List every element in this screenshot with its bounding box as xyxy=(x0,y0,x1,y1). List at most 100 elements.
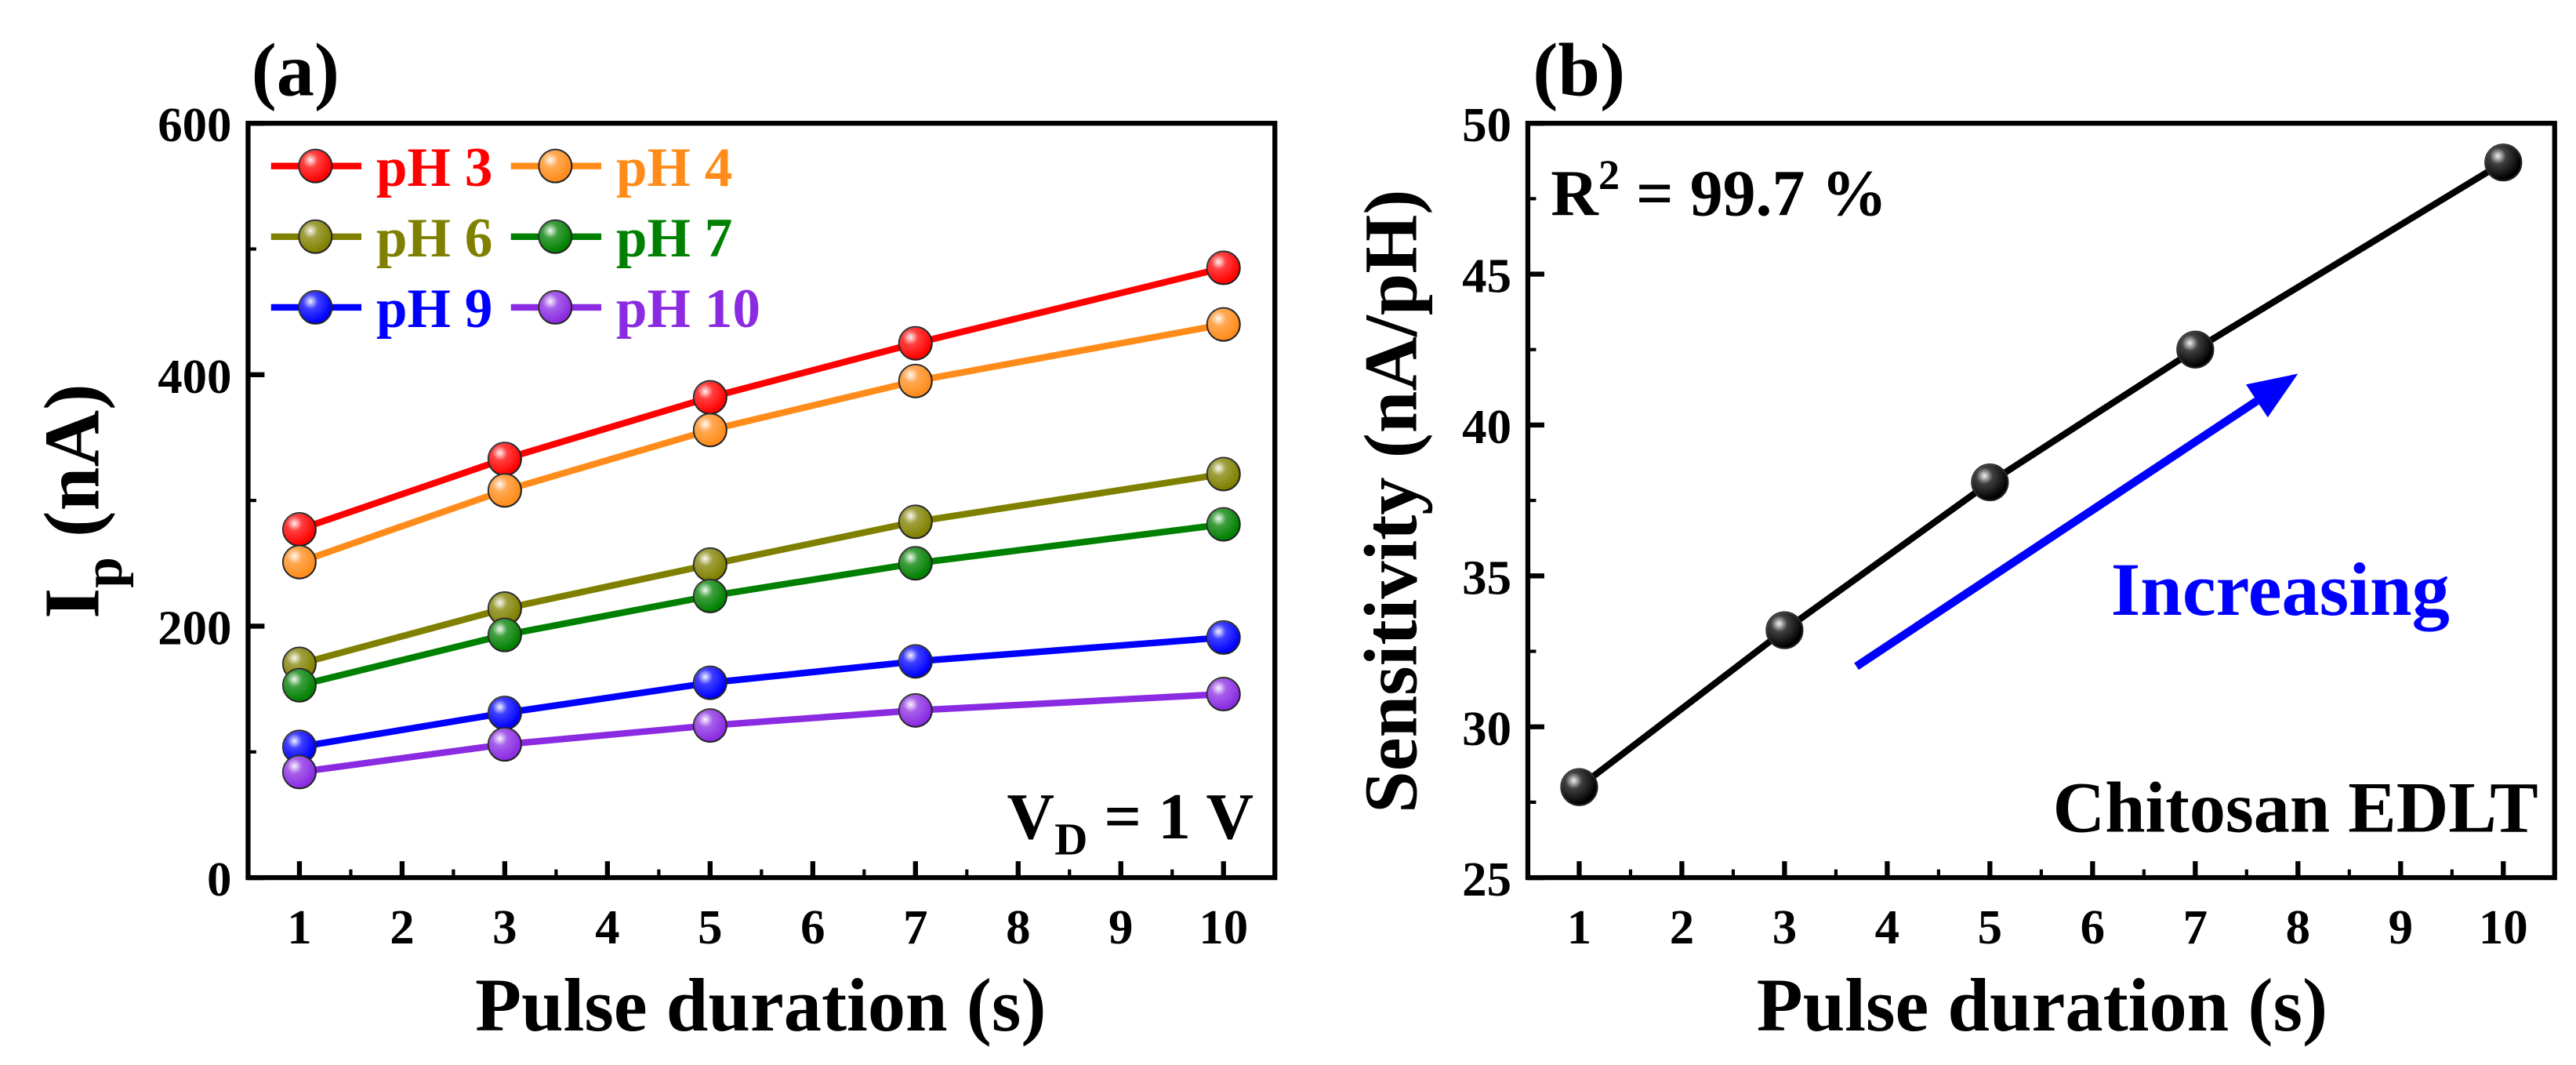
panel-b-label: (b) xyxy=(1533,28,1625,112)
series-line-ph-10 xyxy=(299,690,1224,776)
point-ph-4-x1-highlight xyxy=(282,545,316,579)
point-ph-7-x7-highlight xyxy=(898,547,932,580)
x-tick-label-b-8: 8 xyxy=(2286,900,2310,954)
y-tick-label-a-200: 200 xyxy=(158,601,231,656)
x-tick-label-a-6: 6 xyxy=(800,900,825,954)
legend-ph-6-label: pH 6 xyxy=(376,208,492,269)
x-tick-label-a-10: 10 xyxy=(1199,900,1248,954)
point-ph-7-x5-highlight xyxy=(693,580,727,612)
x-axis-label-b: Pulse duration (s) xyxy=(1757,963,2327,1047)
y-axis-label-a-sub: p xyxy=(73,557,134,588)
x-tick-label-b-7: 7 xyxy=(2183,900,2208,954)
point-ph-7-x1 xyxy=(281,667,317,703)
point-ph-9-x7 xyxy=(898,644,933,679)
point-ph-10-x1-highlight xyxy=(282,755,316,789)
series-line-ph-7 xyxy=(298,521,1225,689)
point-ph-4-x5-highlight xyxy=(693,413,727,447)
point-ph-6-x5 xyxy=(692,547,727,582)
point-ph-3-x3 xyxy=(487,442,522,477)
legend-ph-10-label: pH 10 xyxy=(616,278,760,340)
r2-annotation-main: R xyxy=(1551,158,1599,231)
series-line-ph-6 xyxy=(298,471,1225,667)
point-ph-7-x3 xyxy=(487,617,522,652)
x-tick-label-b-2: 2 xyxy=(1670,900,1694,954)
point-ph-10-x5-highlight xyxy=(693,709,727,743)
r2-annotation-sup: 2 xyxy=(1598,151,1620,198)
point-ph-10-x10-highlight xyxy=(1206,678,1240,711)
y-tick-label-a-600: 600 xyxy=(158,97,231,152)
legend-ph-4-marker xyxy=(538,148,573,184)
plot-a-frame xyxy=(245,121,1278,881)
point-ph-10-x5 xyxy=(692,708,727,743)
legend-ph-10-marker-highlight xyxy=(539,290,572,324)
x-tick-label-a-2: 2 xyxy=(390,900,414,954)
legend-ph-3-marker-highlight xyxy=(299,149,332,183)
point-ph-9-x5-highlight xyxy=(693,666,727,700)
x-tick-label-b-6: 6 xyxy=(2081,900,2105,954)
x-tick-label-a-4: 4 xyxy=(595,900,619,954)
point-ph-4-x1 xyxy=(281,544,317,580)
y-axis-label-a-unit: (nA) xyxy=(28,383,116,557)
point-ph-4-x5 xyxy=(692,413,727,448)
point-ph-3-x10-highlight xyxy=(1206,251,1240,285)
point-ph-9-x5 xyxy=(692,665,727,700)
chitosan-annotation: Chitosan EDLT xyxy=(2053,767,2538,847)
legend-ph-9-label: pH 9 xyxy=(376,278,492,340)
vd-annotation-sub: D xyxy=(1054,814,1087,865)
x-tick-label-a-5: 5 xyxy=(698,900,722,954)
y-tick-label-b-35: 35 xyxy=(1462,550,1511,605)
vd-annotation-main: V xyxy=(1007,780,1055,853)
panel-a: (a) 1 2 3 4 5 6 7 8 9 10 0 200 400 600 Pulse duration… xyxy=(28,28,1278,1047)
point-ph-7-x3-highlight xyxy=(488,618,521,652)
increasing-arrow-shaft xyxy=(1854,397,2259,671)
point-ph-6-x10 xyxy=(1206,456,1241,492)
series-line-sensitivity xyxy=(1576,159,2505,790)
legend-ph-3-marker xyxy=(298,148,333,184)
point-ph-9-x7-highlight xyxy=(898,645,932,678)
x-tick-label-a-1: 1 xyxy=(287,900,311,954)
point-ph-9-x10 xyxy=(1206,620,1241,655)
y-axis-label-b: Sensitivity (nA/pH) xyxy=(1348,190,1432,813)
point-ph-4-x10-highlight xyxy=(1206,307,1240,341)
plot-b-frame xyxy=(1525,121,2557,881)
panel-a-label: (a) xyxy=(252,28,339,112)
point-ph-4-x7 xyxy=(898,363,933,398)
legend-ph-4-marker-highlight xyxy=(539,149,572,183)
point-ph-7-x5 xyxy=(692,578,727,613)
y-tick-label-b-40: 40 xyxy=(1462,399,1511,454)
x-tick-label-a-9: 9 xyxy=(1108,900,1133,954)
r2-annotation: R2 = 99.7 % xyxy=(1551,151,1887,231)
point-ph-4-x3 xyxy=(487,473,522,508)
point-ph-6-x3-highlight xyxy=(488,592,521,625)
legend-ph-7-marker xyxy=(538,219,573,254)
point-ph-3-x1-highlight xyxy=(282,513,316,546)
x-tick-label-a-3: 3 xyxy=(492,900,517,954)
point-sensitivity-x1 xyxy=(1560,768,1598,806)
point-ph-9-x10-highlight xyxy=(1206,620,1240,654)
x-tick-label-a-8: 8 xyxy=(1006,900,1030,954)
vd-annotation-rest: = 1 V xyxy=(1087,780,1254,853)
y-tick-label-a-400: 400 xyxy=(158,349,231,404)
legend-ph-6-marker xyxy=(298,219,333,254)
point-ph-10-x1 xyxy=(281,754,317,790)
legend-ph-10-marker xyxy=(538,289,573,325)
point-ph-3-x3-highlight xyxy=(488,442,521,476)
point-ph-10-x7-highlight xyxy=(898,693,932,727)
legend-ph-6-marker-highlight xyxy=(299,220,332,253)
x-tick-label-b-3: 3 xyxy=(1772,900,1797,954)
point-sensitivity-x10-highlight xyxy=(2485,144,2522,181)
x-tick-label-b-5: 5 xyxy=(1978,900,2002,954)
x-tick-label-b-1: 1 xyxy=(1567,900,1591,954)
x-tick-label-b-4: 4 xyxy=(1875,900,1899,954)
point-ph-4-x3-highlight xyxy=(488,474,521,507)
point-ph-6-x5-highlight xyxy=(693,547,727,581)
x-tick-label-b-9: 9 xyxy=(2389,900,2413,954)
x-tick-label-a-7: 7 xyxy=(903,900,927,954)
point-ph-6-x7-highlight xyxy=(898,505,932,539)
point-sensitivity-x10 xyxy=(2484,144,2523,182)
point-sensitivity-x1-highlight xyxy=(1561,769,1598,805)
point-ph-7-x1-highlight xyxy=(282,668,316,702)
plot-a: 1 2 3 4 5 6 7 8 9 10 0 200 400 600 xyxy=(158,97,1248,954)
vd-annotation: VD = 1 V xyxy=(1007,780,1254,865)
